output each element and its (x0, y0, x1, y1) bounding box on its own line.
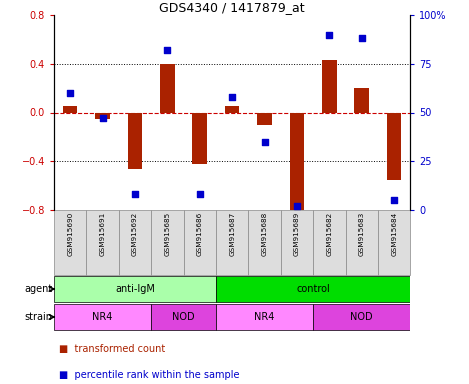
Point (196, 191, 204, 197)
Bar (192, 113, 207, 164)
Bar (378, 210, 410, 275)
Bar (281, 210, 313, 275)
Text: ■  transformed count: ■ transformed count (59, 344, 165, 354)
Text: GSM915686: GSM915686 (197, 212, 203, 256)
Text: control: control (296, 284, 330, 294)
Bar (216, 276, 410, 303)
Point (293, 203, 301, 209)
Point (390, 197, 398, 203)
Text: NOD: NOD (350, 312, 373, 322)
Bar (249, 210, 281, 275)
Point (67, 90, 74, 96)
Bar (355, 88, 369, 113)
Text: ■  percentile rank within the sample: ■ percentile rank within the sample (59, 370, 239, 380)
Point (325, 31, 333, 38)
Point (131, 191, 139, 197)
Point (99, 115, 106, 121)
Bar (290, 113, 304, 210)
Text: NOD: NOD (172, 312, 195, 322)
Title: GDS4340 / 1417879_at: GDS4340 / 1417879_at (159, 1, 305, 14)
Text: GSM915690: GSM915690 (67, 212, 73, 256)
Bar (54, 276, 216, 303)
Bar (216, 304, 313, 331)
Text: GSM915691: GSM915691 (99, 212, 106, 256)
Bar (128, 113, 142, 169)
Bar (322, 60, 337, 113)
Bar (183, 210, 216, 275)
Bar (346, 210, 378, 275)
Text: GSM915688: GSM915688 (262, 212, 267, 256)
Bar (86, 210, 119, 275)
Point (358, 35, 365, 41)
Bar (257, 113, 272, 125)
Text: GSM915682: GSM915682 (326, 212, 333, 256)
Text: GSM915689: GSM915689 (294, 212, 300, 256)
Bar (313, 210, 346, 275)
Bar (119, 210, 151, 275)
Bar (151, 210, 183, 275)
Point (228, 94, 236, 100)
Text: GSM915685: GSM915685 (164, 212, 170, 256)
Text: agent: agent (24, 284, 53, 294)
Bar (151, 304, 216, 331)
Text: GSM915683: GSM915683 (359, 212, 365, 256)
Text: NR4: NR4 (92, 312, 113, 322)
Bar (95, 113, 110, 119)
Bar (387, 113, 401, 180)
Text: GSM915687: GSM915687 (229, 212, 235, 256)
Text: GSM915692: GSM915692 (132, 212, 138, 256)
Bar (225, 106, 240, 113)
Text: GSM915684: GSM915684 (391, 212, 397, 256)
Point (261, 139, 268, 145)
Bar (63, 106, 77, 113)
Text: NR4: NR4 (254, 312, 275, 322)
Bar (54, 210, 86, 275)
Bar (160, 64, 174, 113)
Text: strain: strain (24, 312, 53, 322)
Bar (313, 304, 410, 331)
Point (164, 47, 171, 53)
Bar (216, 210, 249, 275)
Text: anti-IgM: anti-IgM (115, 284, 155, 294)
Bar (54, 304, 151, 331)
